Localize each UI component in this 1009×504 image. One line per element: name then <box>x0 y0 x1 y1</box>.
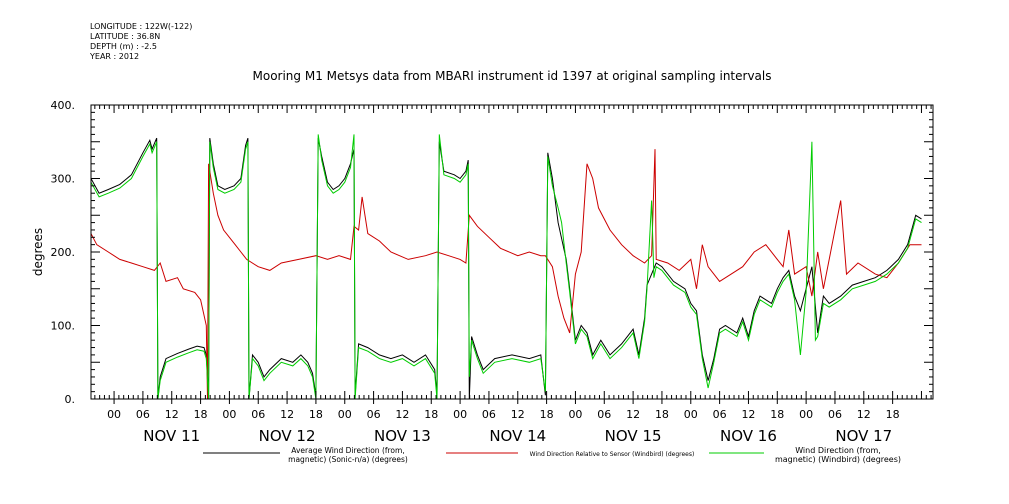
x-day-label: NOV 11 <box>143 427 200 445</box>
x-day-label: NOV 16 <box>720 427 777 445</box>
y-axis-label: degrees <box>31 228 45 276</box>
series-layer <box>91 134 922 399</box>
x-hour-label: 06 <box>713 408 727 421</box>
x-hour-label: 18 <box>655 408 669 421</box>
longitude-text: LONGITUDE : 122W(-122) <box>90 22 193 31</box>
series-line-1 <box>91 137 922 399</box>
latitude-text: LATITUDE : 36.8N <box>90 32 161 41</box>
y-tick-label: 100. <box>51 320 76 333</box>
x-hour-label: 12 <box>395 408 409 421</box>
x-day-label: NOV 12 <box>259 427 316 445</box>
legend-label-3: magnetic) (Windbird) (degrees) <box>775 455 901 464</box>
x-hour-label: 18 <box>309 408 323 421</box>
x-hour-label: 18 <box>770 408 784 421</box>
legend-label-1: Average Wind Direction (from, <box>291 446 404 455</box>
y-tick-label: 0. <box>65 393 76 406</box>
axis-layer: 0. 100. 200. 300. 400. 00 06 12 18 00 06 12 18 00 06 12… <box>51 99 933 445</box>
x-hour-label: 12 <box>165 408 179 421</box>
legend: Average Wind Direction (from,magnetic) (… <box>203 446 901 464</box>
y-tick-label: 300. <box>51 173 76 186</box>
x-hour-label: 12 <box>626 408 640 421</box>
metadata-block: LONGITUDE : 122W(-122) LATITUDE : 36.8N … <box>90 22 192 62</box>
x-hour-label: 12 <box>741 408 755 421</box>
legend-label-2: Wind Direction Relative to Sensor (Windb… <box>530 451 695 458</box>
x-hour-label: 06 <box>482 408 496 421</box>
x-hour-label: 00 <box>338 408 352 421</box>
x-hour-label: 00 <box>684 408 698 421</box>
series-line-3 <box>91 134 922 399</box>
x-day-label: NOV 15 <box>605 427 662 445</box>
depth-text: DEPTH (m) : -2.5 <box>90 42 157 51</box>
year-text: YEAR : 2012 <box>90 52 140 61</box>
x-hour-label: 00 <box>568 408 582 421</box>
legend-label-3: Wind Direction (from, <box>795 446 881 455</box>
x-hour-label: 12 <box>857 408 871 421</box>
x-hour-label: 06 <box>597 408 611 421</box>
x-hour-label: 18 <box>540 408 554 421</box>
x-hour-label: 00 <box>799 408 813 421</box>
x-hour-label: 12 <box>511 408 525 421</box>
x-hour-label: 06 <box>828 408 842 421</box>
x-day-label: NOV 17 <box>835 427 892 445</box>
x-hour-label: 06 <box>251 408 265 421</box>
x-hour-label: 06 <box>367 408 381 421</box>
x-hour-label: 18 <box>424 408 438 421</box>
x-hour-label: 18 <box>194 408 208 421</box>
x-hour-label: 00 <box>107 408 121 421</box>
x-day-label: NOV 14 <box>489 427 546 445</box>
y-tick-label: 400. <box>51 99 76 112</box>
x-hour-label: 00 <box>453 408 467 421</box>
series-line-2 <box>91 149 922 399</box>
legend-label-1: magnetic) (Sonic-n/a) (degrees) <box>288 455 408 464</box>
x-day-label: NOV 13 <box>374 427 431 445</box>
x-hour-label: 00 <box>222 408 236 421</box>
chart-title: Mooring M1 Metsys data from MBARI instru… <box>253 69 772 83</box>
x-hour-label: 12 <box>280 408 294 421</box>
x-hour-label: 18 <box>886 408 900 421</box>
x-hour-label: 06 <box>136 408 150 421</box>
y-tick-label: 200. <box>51 246 76 259</box>
